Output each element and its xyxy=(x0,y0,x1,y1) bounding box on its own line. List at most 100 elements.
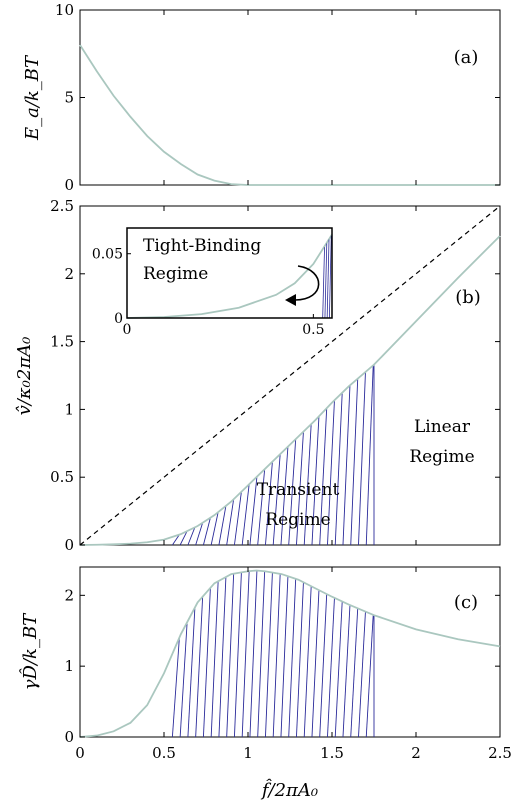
hatch-line-panel-3 xyxy=(303,586,312,738)
panel-c-frame xyxy=(79,566,501,738)
panel-label-b: (b) xyxy=(455,287,481,308)
hatch-line-panel-2 xyxy=(327,400,335,546)
inset-hatch-line xyxy=(326,239,330,319)
hatch-line-panel-2 xyxy=(233,491,242,546)
hatch-line-panel-3 xyxy=(350,608,359,738)
hatch-line-panel-3 xyxy=(249,570,258,738)
hatch-line-panel-3 xyxy=(327,597,335,738)
ylabel-a: E_a/k_BT xyxy=(22,54,43,141)
hatch-line-panel-3 xyxy=(241,571,250,738)
hatch-line-panel-2 xyxy=(303,424,312,546)
annotation-transient: Transient xyxy=(257,480,340,500)
hatch-line-panel-2 xyxy=(311,416,320,546)
ytick-label-panel-2: 0 xyxy=(64,536,74,554)
annotation-transient-regime: Regime xyxy=(265,510,330,530)
inset-arrow-head-icon xyxy=(285,294,296,306)
xtick-label-panel-3: 1 xyxy=(243,744,253,762)
panel-label-a: (a) xyxy=(454,47,479,68)
hatch-line-panel-2 xyxy=(210,512,219,546)
ytick-label-panel-2: 2.5 xyxy=(50,197,74,215)
hatch-line-panel-3 xyxy=(218,576,227,738)
inset-hatch-line xyxy=(328,235,332,319)
annotation-linear: Linear xyxy=(414,417,471,437)
hatch-line-panel-2 xyxy=(241,484,250,546)
hatch-line-panel-3 xyxy=(195,596,204,738)
hatch-line-panel-3 xyxy=(342,605,351,738)
panel-b-frame xyxy=(79,205,501,546)
hatch-line-panel-3 xyxy=(226,573,235,738)
hatch-line-panel-2 xyxy=(249,476,258,546)
inset-frame xyxy=(126,227,333,319)
hatch-line-panel-3 xyxy=(179,622,188,738)
hatch-line-panel-2 xyxy=(350,378,359,546)
hatch-line-panel-2 xyxy=(334,392,343,546)
hatch-line-panel-2 xyxy=(218,505,227,546)
xtick-label-panel-3: 0.5 xyxy=(152,744,176,762)
xlabel-c: f̂/2πA₀ xyxy=(260,778,318,801)
inset-hatch-line xyxy=(322,247,325,319)
ytick-label-panel-3: 0 xyxy=(64,728,74,746)
hatch-line-panel-2 xyxy=(265,461,273,546)
hatch-line-panel-3 xyxy=(365,614,374,738)
ytick-label-panel-3: 1 xyxy=(64,657,74,675)
hatch-line-panel-3 xyxy=(265,572,273,738)
ytick-label-panel-2: 2 xyxy=(64,265,74,283)
hatch-line-panel-3 xyxy=(296,582,304,738)
inset-curved-arrow-icon xyxy=(294,265,320,301)
inset-xtick-label: 0 xyxy=(123,322,132,338)
hatch-line-panel-3 xyxy=(358,611,366,738)
series-line-panel-3-0 xyxy=(79,569,501,738)
panel-a-frame xyxy=(79,9,501,186)
hatch-line-panel-3 xyxy=(202,587,211,738)
hatch-line-panel-2 xyxy=(365,365,374,546)
series-line-panel-2-0 xyxy=(79,235,501,546)
ytick-label-panel-1: 0 xyxy=(64,176,74,194)
ytick-label-panel-2: 1.5 xyxy=(50,333,74,351)
hatch-line-panel-2 xyxy=(179,530,188,546)
hatch-line-panel-2 xyxy=(319,408,328,546)
hatch-line-panel-2 xyxy=(202,517,211,546)
hatch-line-panel-3 xyxy=(171,637,180,738)
hatch-line-panel-2 xyxy=(296,431,304,546)
ylabel-b: v̂/κ₀2πA₀ xyxy=(14,337,35,416)
hatch-line-panel-2 xyxy=(172,534,180,546)
hatch-line-panel-2 xyxy=(187,527,196,546)
xtick-label-panel-3: 1.5 xyxy=(320,744,344,762)
panel-label-c: (c) xyxy=(454,592,478,613)
hatch-line-panel-3 xyxy=(272,573,281,738)
inset-ytick-label: 0 xyxy=(114,311,123,327)
hatch-line-panel-2 xyxy=(280,446,289,546)
inset-annotation-tight-binding: Tight-Binding xyxy=(143,236,261,256)
hatch-line-panel-2 xyxy=(288,439,297,546)
hatch-line-panel-2 xyxy=(195,522,204,546)
hatch-line-panel-2 xyxy=(342,385,351,546)
inset-xtick-label: 0.5 xyxy=(302,322,324,338)
annotation-linear-regime: Regime xyxy=(409,447,474,467)
ytick-label-panel-2: 0.5 xyxy=(50,468,74,486)
hatch-line-panel-3 xyxy=(187,607,196,738)
hatch-line-panel-3 xyxy=(210,581,219,738)
xtick-label-panel-3: 2 xyxy=(411,744,421,762)
hatch-line-panel-3 xyxy=(334,601,343,738)
hatch-line-panel-2 xyxy=(358,371,366,546)
inset-background xyxy=(124,225,332,320)
hatch-line-panel-2 xyxy=(257,469,266,546)
series-line-panel-1-0 xyxy=(79,44,500,186)
inset-series-line-0 xyxy=(126,233,333,319)
hatch-line-panel-2 xyxy=(226,499,235,546)
hatch-line-panel-3 xyxy=(233,572,242,738)
inset-annotation-regime: Regime xyxy=(143,264,208,284)
hatch-line-panel-3 xyxy=(311,590,320,738)
hatch-line-panel-3 xyxy=(280,576,289,738)
inset-ytick-label: 0.05 xyxy=(92,247,123,263)
hatch-line-panel-3 xyxy=(319,594,328,738)
xtick-label-panel-3: 2.5 xyxy=(488,744,512,762)
ytick-label-panel-1: 5 xyxy=(64,89,74,107)
hatch-line-panel-2 xyxy=(272,454,281,546)
xtick-label-panel-3: 0 xyxy=(75,744,85,762)
hatch-line-panel-3 xyxy=(257,571,266,738)
ytick-label-panel-2: 1 xyxy=(64,400,74,418)
ytick-label-panel-3: 2 xyxy=(64,586,74,604)
